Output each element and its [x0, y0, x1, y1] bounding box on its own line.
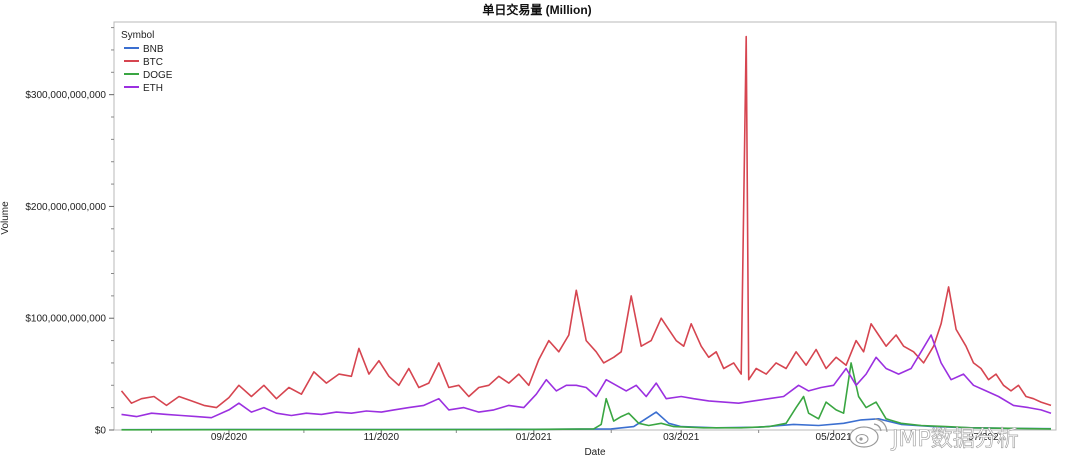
legend-label-eth: ETH — [143, 83, 163, 94]
y-tick-label: $0 — [95, 426, 107, 437]
watermark-text: JMP数据分析 — [890, 427, 1019, 452]
series-layer — [120, 35, 1052, 431]
y-tick-label: $300,000,000,000 — [25, 90, 106, 101]
x-tick-label: 03/2021 — [663, 432, 700, 443]
x-tick-label: 05/2021 — [816, 432, 853, 443]
chart-title: 单日交易量 (Million) — [482, 2, 591, 17]
y-tick-label: $200,000,000,000 — [25, 202, 106, 213]
legend-label-doge: DOGE — [143, 70, 173, 81]
y-tick-label: $100,000,000,000 — [25, 314, 106, 325]
x-axis: 09/2020 11/2020 01/2021 03/2021 05/2021 07/20… — [150, 430, 1005, 443]
x-tick-label: 01/2021 — [516, 432, 553, 443]
y-axis-title: Volume — [0, 201, 11, 235]
legend-title: Symbol — [121, 30, 154, 41]
series-line-btc — [120, 35, 1052, 409]
plot-area — [113, 21, 1057, 431]
legend-label-btc: BTC — [143, 57, 163, 68]
legend-label-bnb: BNB — [143, 44, 164, 55]
x-axis-title: Date — [584, 447, 606, 458]
legend: Symbol BNB BTC DOGE ETH — [121, 30, 173, 94]
y-axis: $0 $100,000,000,000 $200,000,000,000 $300,0… — [25, 27, 114, 437]
x-tick-label: 07/2021 — [968, 432, 1005, 443]
series-line-doge — [121, 362, 1052, 431]
x-tick-label: 09/2020 — [211, 432, 248, 443]
watermark: JMP数据分析 — [849, 418, 1019, 452]
series-line-eth — [121, 334, 1052, 419]
x-tick-label: 11/2020 — [364, 432, 400, 443]
weibo-logo-icon — [849, 418, 888, 448]
